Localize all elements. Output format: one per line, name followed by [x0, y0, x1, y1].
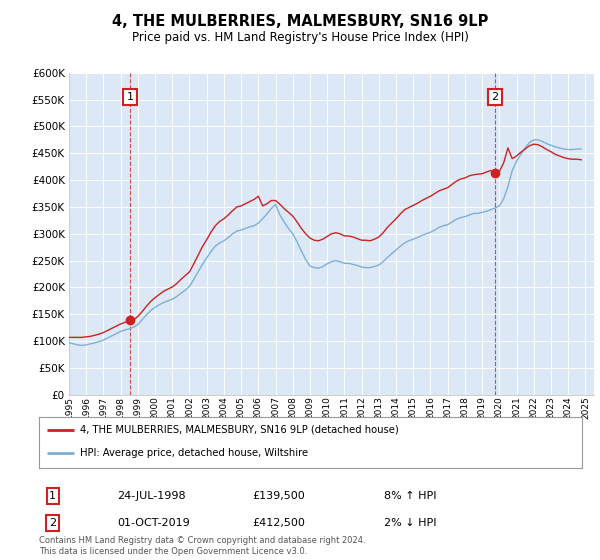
Text: 8% ↑ HPI: 8% ↑ HPI — [384, 491, 437, 501]
Text: £139,500: £139,500 — [252, 491, 305, 501]
Text: 4, THE MULBERRIES, MALMESBURY, SN16 9LP (detached house): 4, THE MULBERRIES, MALMESBURY, SN16 9LP … — [80, 425, 398, 435]
Text: 24-JUL-1998: 24-JUL-1998 — [117, 491, 185, 501]
Text: Price paid vs. HM Land Registry's House Price Index (HPI): Price paid vs. HM Land Registry's House … — [131, 31, 469, 44]
Text: 1: 1 — [49, 491, 56, 501]
Text: Contains HM Land Registry data © Crown copyright and database right 2024.
This d: Contains HM Land Registry data © Crown c… — [39, 536, 365, 556]
Text: 2: 2 — [491, 92, 499, 102]
Text: £412,500: £412,500 — [252, 518, 305, 528]
Text: 2% ↓ HPI: 2% ↓ HPI — [384, 518, 437, 528]
Text: HPI: Average price, detached house, Wiltshire: HPI: Average price, detached house, Wilt… — [80, 449, 308, 459]
Text: 2: 2 — [49, 518, 56, 528]
Text: 01-OCT-2019: 01-OCT-2019 — [117, 518, 190, 528]
Text: 4, THE MULBERRIES, MALMESBURY, SN16 9LP: 4, THE MULBERRIES, MALMESBURY, SN16 9LP — [112, 14, 488, 29]
Text: 1: 1 — [127, 92, 134, 102]
